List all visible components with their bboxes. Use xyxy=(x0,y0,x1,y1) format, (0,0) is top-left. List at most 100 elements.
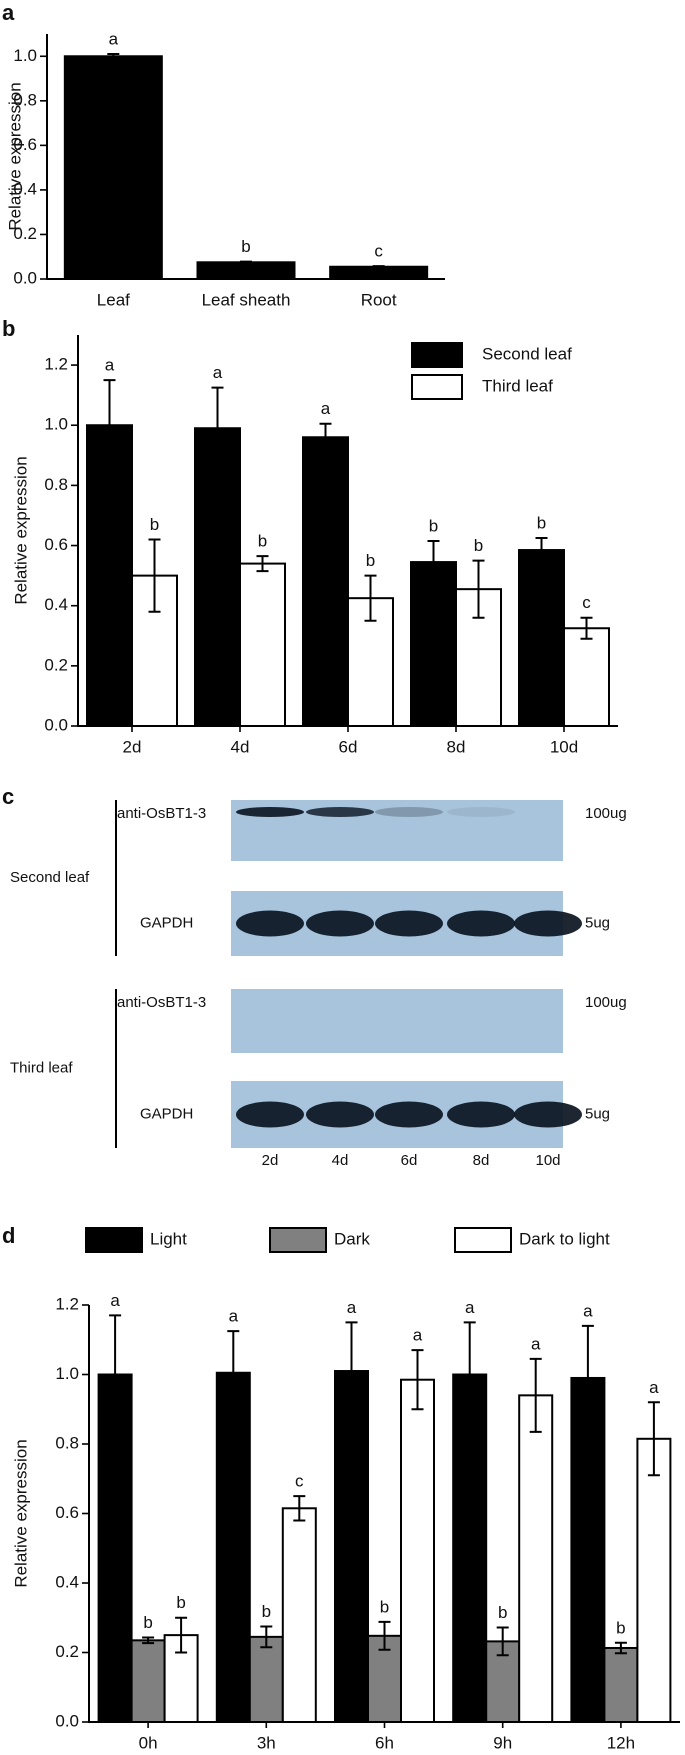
y-tick-label: 1.2 xyxy=(44,355,68,374)
legend-label: Second leaf xyxy=(482,344,572,363)
x-tick-label: 3h xyxy=(257,1733,276,1752)
y-tick-label: 0.4 xyxy=(55,1572,79,1591)
x-tick-label: 6d xyxy=(339,737,358,756)
blot-band xyxy=(375,910,443,937)
bar xyxy=(334,1370,369,1724)
bar xyxy=(410,561,457,727)
legend-swatch xyxy=(411,342,463,368)
bar xyxy=(518,1394,554,1723)
x-tick-label: 8d xyxy=(447,737,466,756)
lane-label: 4d xyxy=(332,1152,349,1169)
bar xyxy=(518,549,565,727)
blot-band xyxy=(447,1101,515,1128)
error-bar xyxy=(345,1321,358,1420)
x-tick-label: 4d xyxy=(231,737,250,756)
significance-letter: b xyxy=(616,1618,625,1637)
x-tick-label: 9h xyxy=(493,1733,512,1752)
error-bar xyxy=(647,1401,660,1477)
x-tick-label: 6h xyxy=(375,1733,394,1752)
bar xyxy=(86,424,133,727)
amount-label: 100ug xyxy=(585,805,627,822)
error-bar xyxy=(260,1625,273,1649)
significance-letter: c xyxy=(374,242,383,261)
error-bar xyxy=(107,53,120,59)
error-bar xyxy=(227,1330,240,1415)
bar xyxy=(194,427,241,727)
amount-label: 5ug xyxy=(585,914,610,931)
bar xyxy=(452,1373,488,1723)
legend-swatch xyxy=(269,1227,327,1253)
x-tick-label: 10d xyxy=(550,737,578,756)
panel-label: c xyxy=(2,784,14,809)
blot-band xyxy=(306,910,374,937)
x-tick-label: Leaf sheath xyxy=(202,290,291,309)
significance-letter: a xyxy=(229,1307,239,1326)
blot-band xyxy=(447,910,515,937)
lane-label: 8d xyxy=(473,1152,490,1169)
y-tick-label: 0.0 xyxy=(13,268,37,287)
lane-label: 10d xyxy=(535,1152,560,1169)
significance-letter: b xyxy=(241,237,250,256)
amount-label: 100ug xyxy=(585,994,627,1011)
significance-letter: b xyxy=(366,551,375,570)
error-bar xyxy=(372,265,385,268)
x-tick-label: Root xyxy=(361,290,397,309)
bar xyxy=(281,1507,317,1723)
legend-label: Dark xyxy=(334,1229,370,1248)
significance-letter: c xyxy=(295,1472,304,1491)
error-bar xyxy=(535,537,548,563)
significance-letter: b xyxy=(143,1613,152,1632)
bar xyxy=(196,261,296,280)
y-tick-label: 0.6 xyxy=(55,1503,79,1522)
blot-band xyxy=(236,910,304,937)
significance-letter: b xyxy=(176,1593,185,1612)
significance-letter: b xyxy=(498,1603,507,1622)
error-bar xyxy=(378,1620,391,1651)
legend-label: Third leaf xyxy=(482,376,553,395)
error-bar xyxy=(411,1349,424,1411)
row-label: anti-OsBT1-3 xyxy=(117,805,206,822)
error-bar xyxy=(463,1321,476,1427)
significance-letter: b xyxy=(150,515,159,534)
y-tick-label: 1.0 xyxy=(13,46,37,65)
legend-swatch xyxy=(454,1227,512,1253)
blot-band xyxy=(306,1101,374,1128)
y-axis-title: Relative expression xyxy=(11,1439,30,1587)
bar xyxy=(215,1371,251,1723)
significance-letter: a xyxy=(347,1298,357,1317)
bar xyxy=(130,1639,166,1724)
significance-letter: b xyxy=(380,1597,389,1616)
significance-letter: a xyxy=(649,1378,659,1397)
significance-letter: a xyxy=(321,399,331,418)
lane-label: 6d xyxy=(401,1152,418,1169)
y-tick-label: 0.2 xyxy=(44,655,68,674)
y-tick-label: 0.2 xyxy=(55,1642,79,1661)
blot-band xyxy=(236,807,304,817)
error-bar xyxy=(580,616,593,640)
blot-band xyxy=(447,807,515,817)
amount-label: 5ug xyxy=(585,1105,610,1122)
group-label: Third leaf xyxy=(10,1059,73,1076)
error-bar xyxy=(109,1314,122,1434)
y-axis-title: Relative expression xyxy=(11,456,30,604)
lane-label: 2d xyxy=(262,1152,279,1169)
panel-label: b xyxy=(2,316,15,341)
blot-band xyxy=(236,1101,304,1128)
blot-band xyxy=(306,807,374,817)
significance-letter: b xyxy=(537,514,546,533)
row-label: anti-OsBT1-3 xyxy=(117,994,206,1011)
error-bar xyxy=(496,1626,509,1657)
x-tick-label: Leaf xyxy=(97,290,130,309)
error-bar xyxy=(581,1324,594,1431)
error-bar xyxy=(103,379,116,471)
y-tick-label: 0.8 xyxy=(13,90,37,109)
row-label: GAPDH xyxy=(140,914,193,931)
y-tick-label: 0.8 xyxy=(55,1433,79,1452)
y-tick-label: 0.4 xyxy=(13,179,37,198)
y-tick-label: 0.8 xyxy=(44,475,68,494)
y-axis-title: Relative expression xyxy=(5,82,24,230)
significance-letter: a xyxy=(531,1334,541,1353)
x-tick-label: 12h xyxy=(607,1733,635,1752)
